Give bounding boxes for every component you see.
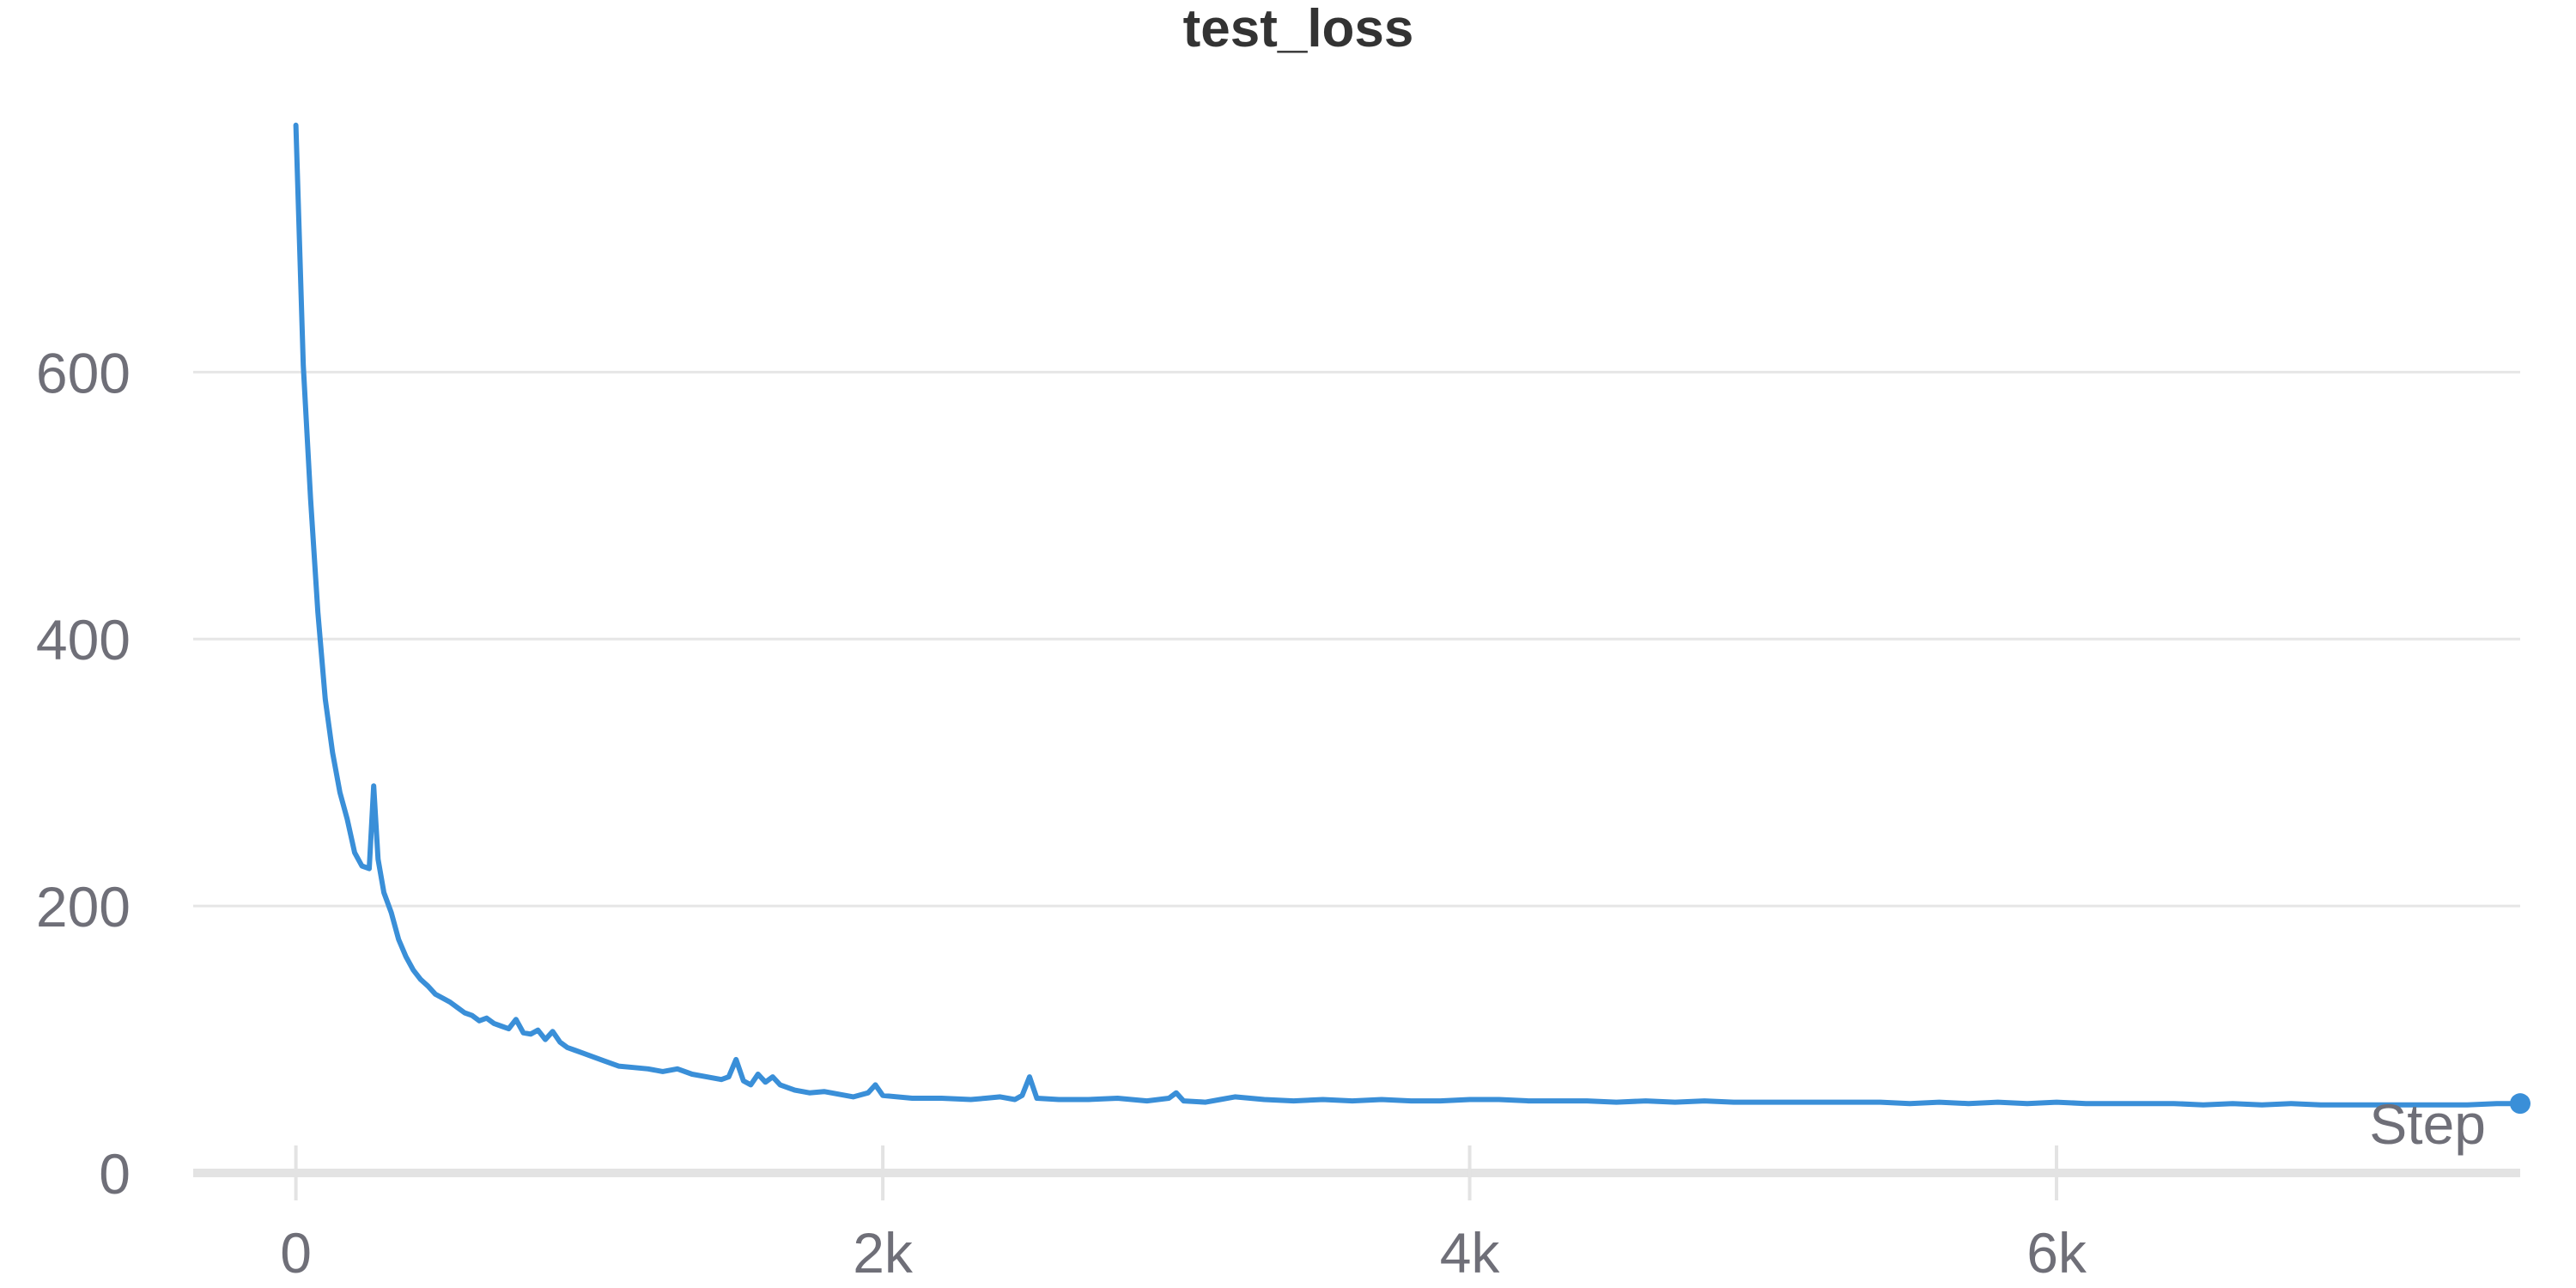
series-line [293, 122, 2523, 1108]
x-tick-label: 2k [853, 1221, 914, 1285]
y-tick-label: 600 [36, 341, 131, 404]
x-axis-ticks: 0 2k 4k 6k [280, 1145, 2087, 1285]
x-tick-label: 4k [1440, 1221, 1501, 1285]
y-axis-ticks: 0 200 400 600 [36, 341, 131, 1206]
gridlines [193, 370, 2520, 908]
y-tick-label: 0 [99, 1142, 131, 1206]
series-layer [293, 122, 2530, 1115]
y-tick-label: 400 [36, 608, 131, 671]
x-tick-label: 6k [2026, 1221, 2087, 1285]
y-tick-label: 200 [36, 875, 131, 939]
x-axis-label: Step [2369, 1092, 2486, 1156]
x-tick-label: 0 [280, 1221, 312, 1285]
series-end-point [2510, 1093, 2530, 1115]
chart-title: test_loss [1183, 0, 1414, 58]
